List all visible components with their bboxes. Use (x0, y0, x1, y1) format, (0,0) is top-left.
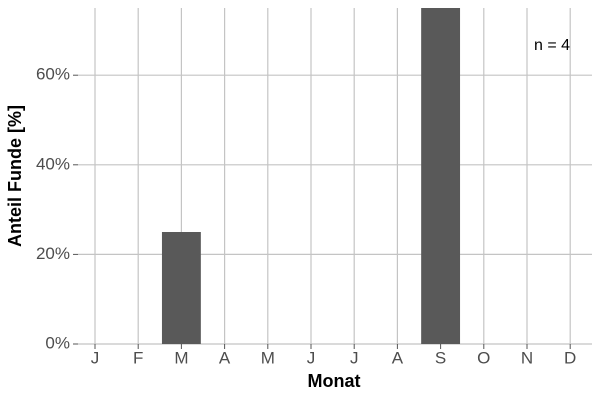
x-tick-label: J (307, 348, 316, 367)
x-tick-label: M (261, 348, 275, 367)
x-tick-label: D (564, 348, 576, 367)
x-tick-label: J (350, 348, 359, 367)
x-tick-label: O (477, 348, 490, 367)
y-axis-title: Anteil Funde [%] (5, 105, 25, 247)
bar (421, 8, 461, 344)
x-tick-label: A (219, 348, 231, 367)
x-tick-label: A (392, 348, 404, 367)
y-tick-label: 0% (45, 333, 70, 352)
x-tick-label: S (435, 348, 446, 367)
bar (161, 232, 201, 344)
x-tick-label: M (174, 348, 188, 367)
y-tick-label: 60% (36, 65, 70, 84)
annotation: n = 4 (534, 37, 570, 54)
x-tick-label: F (133, 348, 143, 367)
x-tick-label: N (521, 348, 533, 367)
y-tick-label: 40% (36, 154, 70, 173)
x-axis-title: Monat (308, 371, 361, 391)
y-tick-label: 20% (36, 244, 70, 263)
x-tick-label: J (91, 348, 100, 367)
